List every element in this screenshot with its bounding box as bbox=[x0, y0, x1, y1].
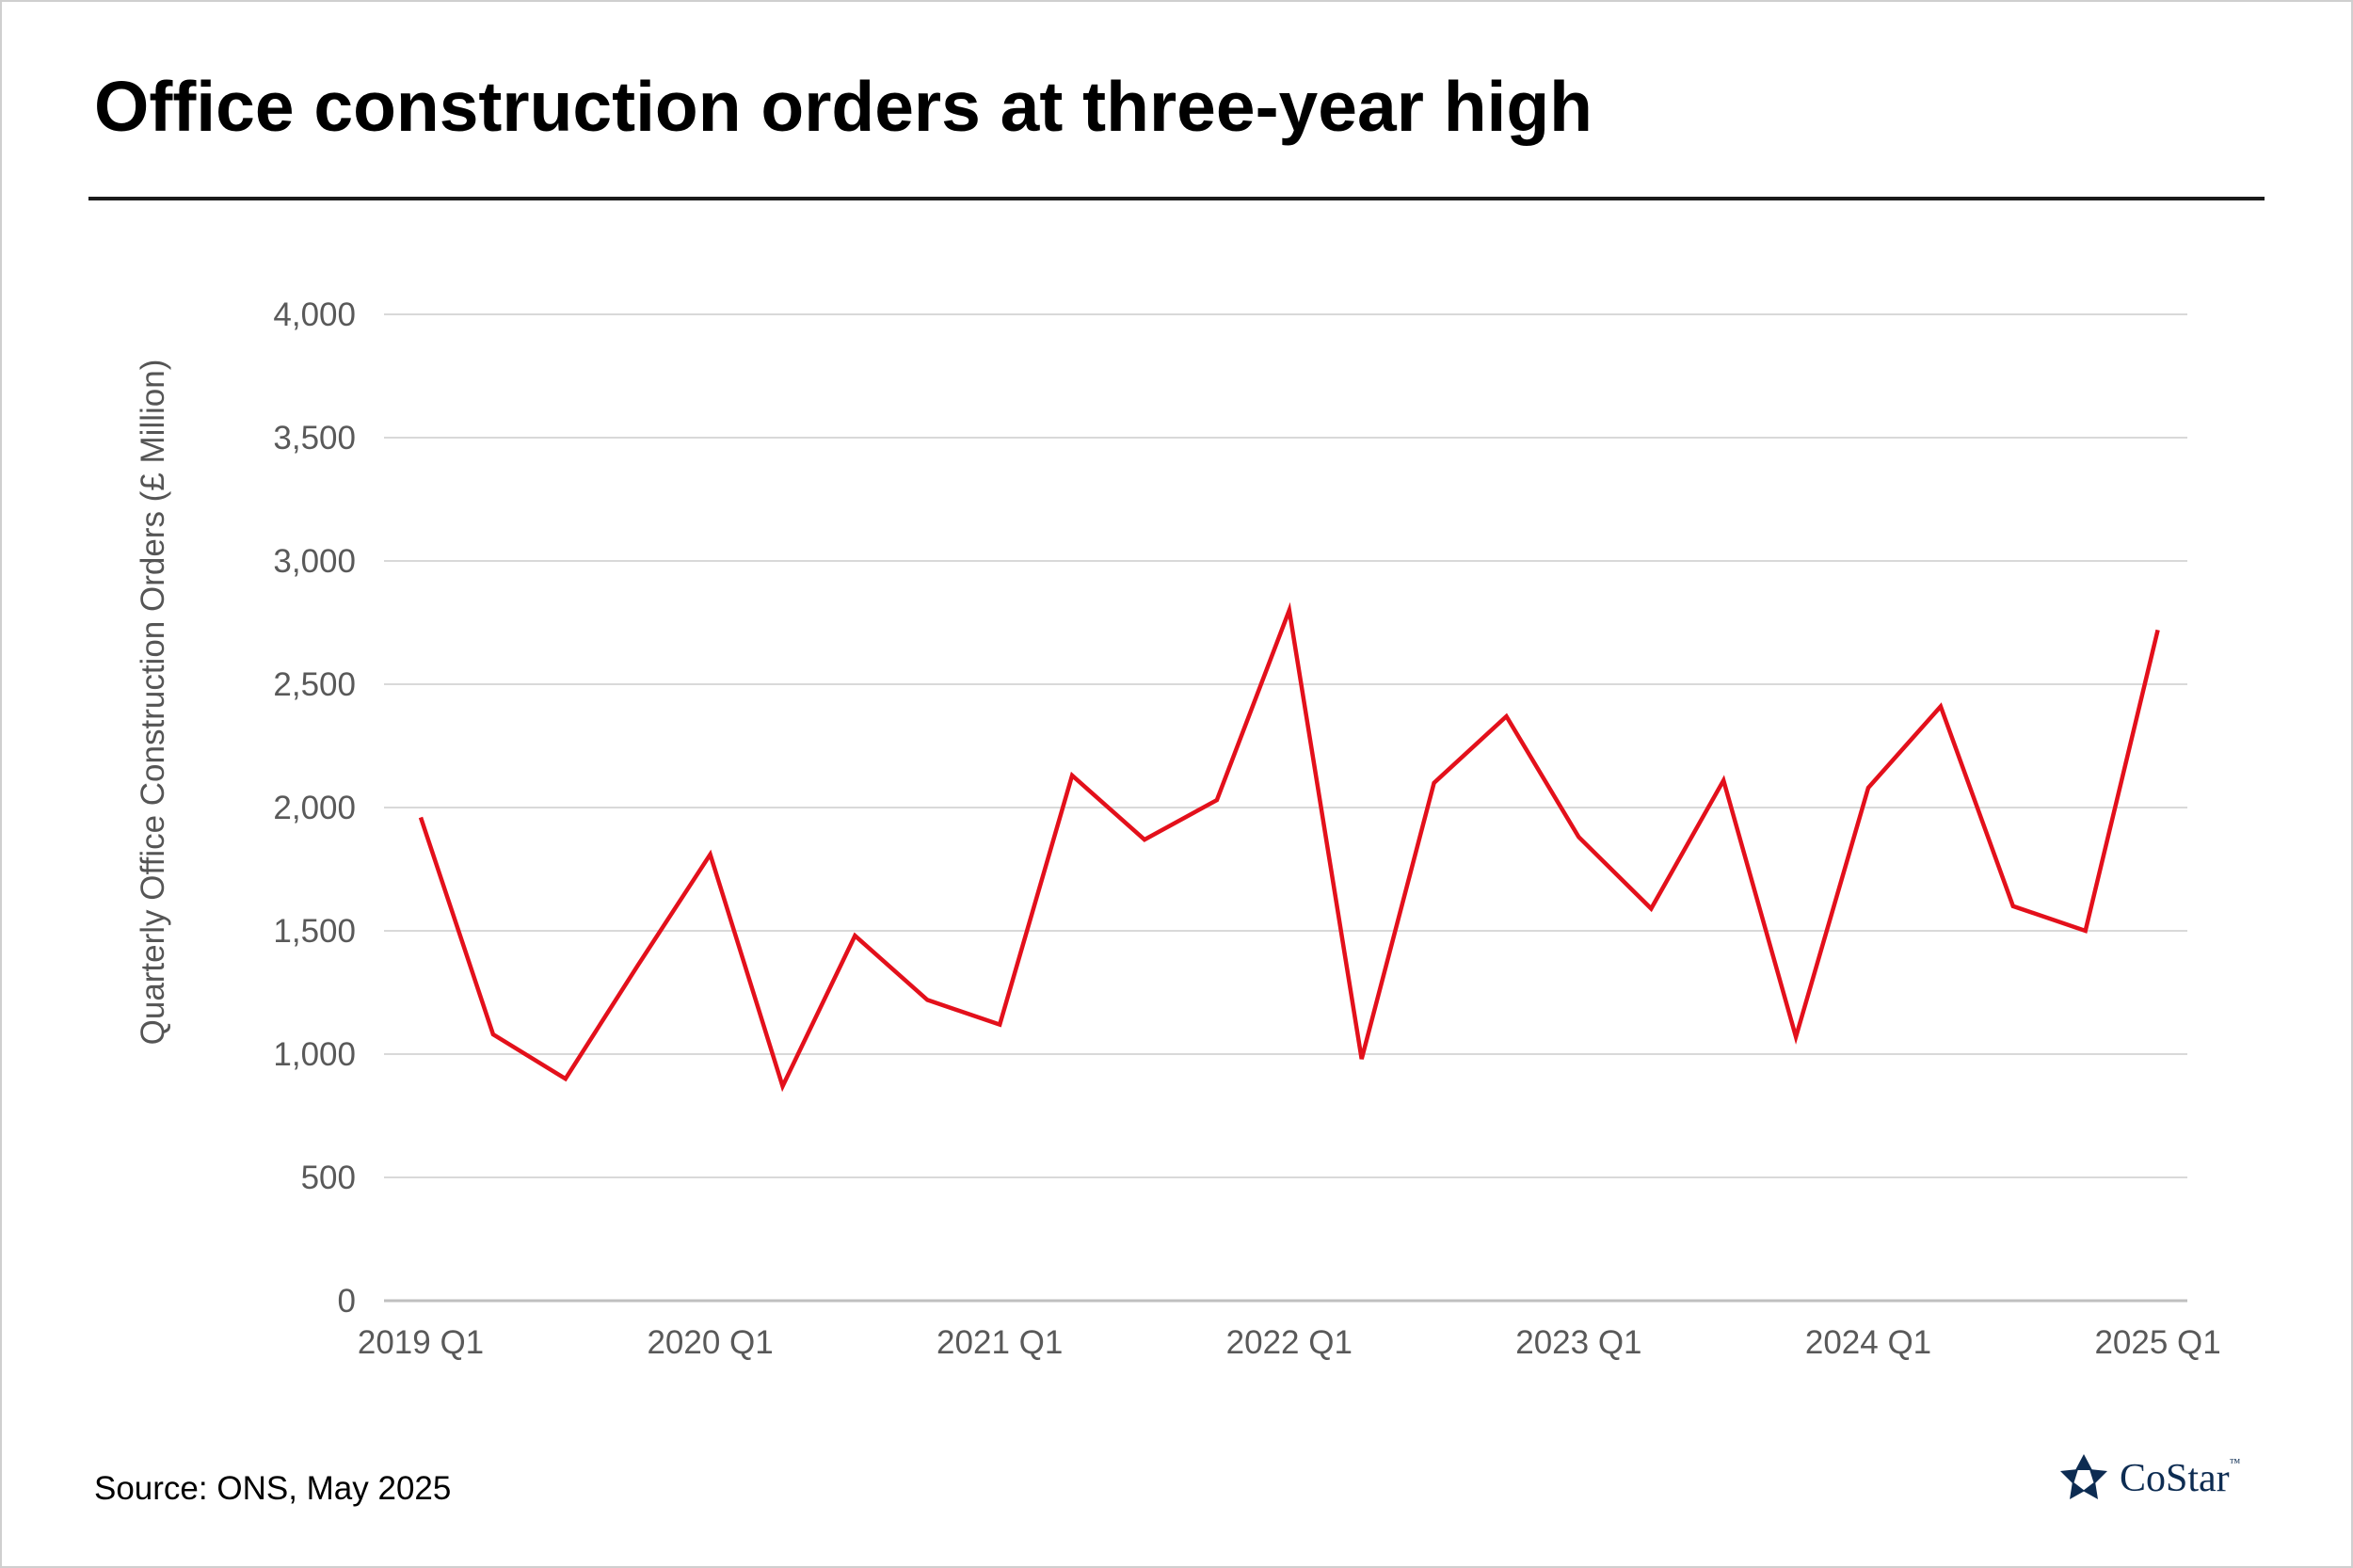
logo-text: CoStar™ bbox=[2120, 1456, 2240, 1501]
x-tick-label: 2023 Q1 bbox=[1515, 1324, 1641, 1361]
x-tick-label: 2020 Q1 bbox=[647, 1324, 773, 1361]
y-tick-label: 2,500 bbox=[273, 666, 356, 703]
y-tick-label: 3,500 bbox=[273, 420, 356, 456]
y-tick-label: 4,000 bbox=[273, 296, 356, 333]
x-tick-labels: 2019 Q1 2020 Q1 2021 Q1 2022 Q1 2023 Q1 2024 … bbox=[358, 1324, 2221, 1361]
source-note: Source: ONS, May 2025 bbox=[94, 1470, 451, 1508]
x-tick-label: 2022 Q1 bbox=[1226, 1324, 1353, 1361]
x-tick-label: 2021 Q1 bbox=[936, 1324, 1063, 1361]
y-tick-label: 1,000 bbox=[273, 1036, 356, 1073]
x-tick-label: 2024 Q1 bbox=[1805, 1324, 1931, 1361]
costar-logo: CoStar™ bbox=[2057, 1452, 2240, 1505]
costar-star-icon bbox=[2057, 1452, 2110, 1505]
y-tick-label: 3,000 bbox=[273, 543, 356, 580]
y-tick-label: 2,000 bbox=[273, 790, 356, 826]
x-tick-label: 2025 Q1 bbox=[2094, 1324, 2220, 1361]
y-tick-label: 0 bbox=[338, 1283, 356, 1320]
y-tick-label: 1,500 bbox=[273, 913, 356, 950]
series-line bbox=[421, 610, 2158, 1086]
y-tick-label: 500 bbox=[301, 1160, 356, 1196]
y-tick-labels: 0 500 1,000 1,500 2,000 2,500 3,000 3,500 4,000 bbox=[273, 296, 356, 1320]
series-group bbox=[421, 610, 2158, 1086]
x-tick-label: 2019 Q1 bbox=[358, 1324, 484, 1361]
gridlines bbox=[384, 314, 2187, 1301]
